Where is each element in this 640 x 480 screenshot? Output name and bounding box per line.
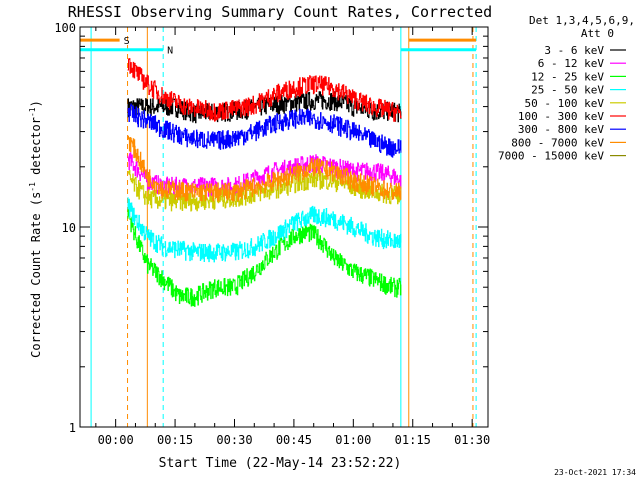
x-axis-label: Start Time (22-May-14 23:52:22) — [159, 456, 402, 471]
series-line — [127, 204, 402, 307]
x-tick-label: 00:00 — [98, 433, 134, 447]
series-line — [127, 197, 402, 263]
legend-label: 6 - 12 keV — [538, 57, 605, 70]
legend-subtitle: Att 0 — [581, 27, 614, 40]
x-tick-label: 00:15 — [157, 433, 193, 447]
legend-label: 300 - 800 keV — [518, 123, 604, 136]
series-line — [127, 135, 402, 202]
legend-label: 50 - 100 keV — [525, 97, 605, 110]
x-tick-label: 00:30 — [216, 433, 252, 447]
legend-title: Det 1,3,4,5,6,9, — [529, 14, 635, 27]
x-tick-label: 01:30 — [454, 433, 490, 447]
chart-title: RHESSI Observing Summary Count Rates, Co… — [68, 3, 492, 21]
legend-label: 800 - 7000 keV — [511, 136, 604, 149]
legend-label: 7000 - 15000 keV — [498, 150, 604, 163]
state-bar-label: S — [124, 36, 130, 47]
legend-label: 25 - 50 keV — [531, 84, 604, 97]
state-bar-label: N — [167, 46, 173, 57]
footer-timestamp: 23-Oct-2021 17:34 — [554, 468, 636, 477]
legend-label: 12 - 25 keV — [531, 70, 604, 83]
legend-label: 3 - 6 keV — [544, 44, 604, 57]
x-tick-label: 00:45 — [276, 433, 312, 447]
series-line — [127, 103, 402, 158]
legend-label: 100 - 300 keV — [518, 110, 604, 123]
y-axis-label: Corrected Count Rate (s-1 detector-1) — [28, 100, 43, 358]
axes: 00:00 00:15 00:30 00:45 01:00 01:15 01:30 1 10 10… — [54, 21, 490, 447]
x-tick-label: 01:15 — [395, 433, 431, 447]
series-line — [127, 58, 402, 122]
x-tick-label: 01:00 — [335, 433, 371, 447]
y-tick-label: 100 — [54, 21, 76, 35]
series-lines — [127, 58, 402, 307]
attenuator-markers: SN — [80, 36, 477, 57]
vertical-lines — [90, 27, 477, 427]
y-tick-label: 1 — [69, 421, 76, 435]
y-tick-label: 10 — [62, 221, 76, 235]
